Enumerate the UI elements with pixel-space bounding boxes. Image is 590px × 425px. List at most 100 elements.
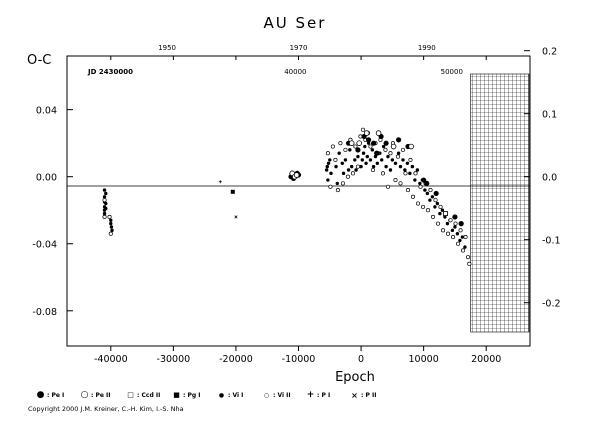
legend-label: : P I xyxy=(317,392,331,399)
small-filled-circle-point xyxy=(405,161,410,165)
small-open-circle-point xyxy=(408,157,413,162)
small-filled-circle-point xyxy=(438,211,442,216)
small-filled-circle-point xyxy=(425,191,430,196)
small-filled-circle-point xyxy=(353,158,357,162)
small-filled-circle-point xyxy=(415,168,420,172)
small-filled-circle-point xyxy=(341,171,346,176)
small-open-circle-icon: ○ xyxy=(263,392,270,399)
small-open-circle-point xyxy=(413,171,418,176)
open-circle-icon: ○ xyxy=(80,390,89,400)
small-filled-circle-point xyxy=(410,164,415,169)
filled-circle-icon: ● xyxy=(36,390,45,400)
small-filled-circle-point xyxy=(388,168,393,172)
open-circle-point xyxy=(390,143,397,150)
small-open-circle-point xyxy=(466,255,471,260)
small-filled-circle-point xyxy=(340,161,344,165)
small-open-circle-point xyxy=(107,214,112,219)
x-tick-label: -20000 xyxy=(219,354,253,365)
plot-frame xyxy=(66,55,531,347)
x-tick-label: 20000 xyxy=(471,354,501,365)
small-open-circle-point xyxy=(340,181,345,186)
small-open-circle-point xyxy=(335,188,340,193)
x-axis-label: Epoch xyxy=(335,370,375,385)
legend-item-ccd-ii: □: Ccd II xyxy=(126,391,160,400)
small-filled-circle-point xyxy=(363,144,367,149)
filled-circle-point xyxy=(433,190,439,197)
open-square-icon: □ xyxy=(127,391,134,399)
y-axis-label: O-C xyxy=(27,53,52,68)
small-open-circle-point xyxy=(398,181,403,186)
filled-square-point xyxy=(230,189,235,194)
small-open-circle-point xyxy=(438,204,443,209)
small-filled-circle-point xyxy=(329,171,333,176)
small-open-circle-point xyxy=(448,218,453,223)
small-open-circle-point xyxy=(338,141,343,146)
filled-circle-point xyxy=(424,180,430,186)
small-filled-circle-point xyxy=(102,211,107,216)
legend-label: : Ccd II xyxy=(137,392,161,399)
cross-icon: × xyxy=(351,391,358,400)
small-open-circle-point xyxy=(450,234,456,240)
small-filled-circle-point xyxy=(110,228,114,233)
small-open-circle-point xyxy=(350,171,355,176)
top-year-label: 1970 xyxy=(290,44,308,52)
small-open-circle-point xyxy=(463,234,468,240)
small-filled-circle-point xyxy=(380,158,384,162)
small-filled-circle-point xyxy=(326,161,331,165)
small-filled-circle-point xyxy=(398,164,403,169)
small-filled-circle-point xyxy=(104,191,108,196)
small-open-circle-point xyxy=(370,167,376,173)
open-square-point xyxy=(443,211,448,216)
small-filled-circle-point xyxy=(346,168,351,172)
legend-item-vi-ii: ○: Vi II xyxy=(262,391,291,400)
y-tick-label: -0.08 xyxy=(32,307,57,318)
filled-circle-point xyxy=(458,221,464,227)
small-filled-circle-point xyxy=(334,164,338,169)
legend-label: : Vi I xyxy=(228,392,244,399)
small-filled-circle-point xyxy=(443,215,447,219)
open-circle-point xyxy=(375,130,382,136)
legend-label: : P II xyxy=(361,392,377,399)
small-open-circle-point xyxy=(102,198,107,203)
future-region-hatch xyxy=(470,73,530,333)
small-filled-circle-point xyxy=(102,195,107,199)
small-filled-circle-point xyxy=(371,164,376,169)
small-open-circle-point xyxy=(330,144,335,149)
small-filled-circle-icon: ● xyxy=(218,392,225,399)
small-filled-circle-point xyxy=(335,181,339,186)
open-circle-point xyxy=(363,130,370,136)
small-filled-circle-point xyxy=(396,151,401,155)
top-year-label: 1950 xyxy=(158,44,176,52)
small-filled-circle-point xyxy=(403,168,407,172)
small-filled-circle-point xyxy=(366,141,371,145)
filled-circle-point xyxy=(355,147,361,153)
small-filled-circle-point xyxy=(109,225,114,229)
legend-item-vi-i: ●: Vi I xyxy=(217,391,244,400)
legend-label: : Vi II xyxy=(273,392,291,399)
small-filled-circle-point xyxy=(354,168,358,172)
small-filled-circle-point xyxy=(384,164,388,169)
filled-circle-point xyxy=(452,214,458,220)
small-filled-circle-point xyxy=(458,238,462,243)
small-filled-circle-point xyxy=(325,164,329,169)
small-open-circle-point xyxy=(467,261,472,266)
small-filled-circle-point xyxy=(368,158,373,162)
filled-circle-point xyxy=(365,137,372,143)
small-filled-circle-point xyxy=(433,205,437,209)
small-filled-circle-point xyxy=(104,201,108,206)
filled-square-icon: ■ xyxy=(173,391,180,399)
filled-circle-point xyxy=(383,140,389,146)
x-tick-label: -40000 xyxy=(94,354,128,365)
small-filled-circle-point xyxy=(326,178,330,182)
small-filled-circle-point xyxy=(348,148,352,152)
copyright-notice: Copyright 2000 J.M. Kreiner, C.-H. Kim, … xyxy=(28,405,184,413)
small-open-circle-point xyxy=(403,171,408,176)
small-open-circle-point xyxy=(102,214,107,219)
small-open-circle-point xyxy=(328,184,333,189)
small-filled-circle-point xyxy=(359,164,363,169)
small-open-circle-point xyxy=(325,151,330,156)
small-filled-circle-point xyxy=(393,161,398,165)
x-tick-label: 10000 xyxy=(409,354,439,365)
small-filled-circle-point xyxy=(445,221,450,226)
small-filled-circle-point xyxy=(428,198,432,202)
